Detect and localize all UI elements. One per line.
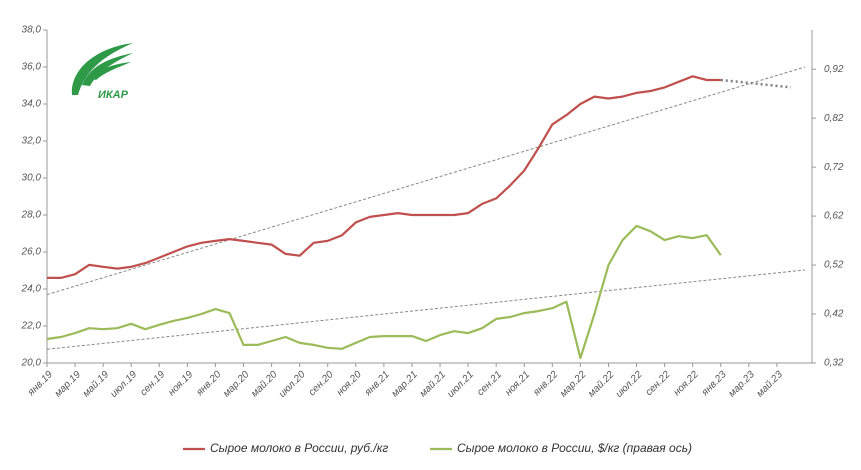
y-tick-label: 38,0 (22, 25, 42, 36)
x-tick-label: мар.19 (53, 369, 84, 400)
x-tick-label: мар.20 (221, 369, 252, 400)
x-tick-label: июл.20 (277, 369, 308, 400)
x-tick-label: май.22 (586, 369, 617, 400)
x-tick-label: июл.22 (614, 369, 645, 400)
x-tick-label: ноя.21 (503, 369, 532, 398)
x-tick-label: мар.22 (558, 369, 589, 400)
x-tick-label: май.19 (81, 369, 112, 400)
series-line (46, 224, 722, 360)
y-tick-label: 26,0 (21, 247, 42, 258)
x-tick-label: май.21 (418, 369, 448, 399)
x-tick-label: мар.21 (390, 369, 420, 399)
y-tick-label: 28,0 (21, 210, 42, 221)
x-tick-label: сен.21 (475, 369, 504, 398)
logo-text: ИКАР (98, 89, 129, 101)
x-tick-label: ноя.20 (335, 369, 364, 398)
y-tick-label: 34,0 (22, 99, 42, 110)
logo: ИКАР (71, 43, 133, 101)
y-tick-label: 20,0 (21, 358, 42, 369)
logo-leaf (71, 43, 133, 95)
x-tick-label: сен.20 (307, 369, 336, 398)
trend-line (46, 269, 806, 350)
y2-tick-label: 0,82 (824, 113, 844, 124)
y2-tick-label: 0,52 (824, 260, 844, 271)
y-tick-label: 24,0 (21, 284, 42, 295)
x-tick-label: ноя.22 (672, 369, 701, 398)
x-tick-label: янв.21 (362, 369, 392, 399)
x-tick-label: сен.19 (138, 369, 167, 398)
x-tick-label: июл.21 (445, 369, 476, 400)
legend-label: Сырое молоко в России, руб./кг (210, 441, 388, 455)
legend-label: Сырое молоко в России, $/кг (правая ось) (457, 441, 692, 455)
y2-tick-label: 0,72 (824, 162, 844, 173)
y2-tick-label: 0,62 (824, 211, 844, 222)
y2-tick-label: 0,92 (824, 64, 844, 75)
x-tick-label: май.20 (249, 369, 280, 400)
y-tick-label: 32,0 (22, 136, 42, 147)
y2-tick-label: 0,32 (824, 358, 844, 369)
y2-tick-label: 0,42 (824, 309, 844, 320)
y-tick-label: 36,0 (22, 62, 42, 73)
x-tick-label: янв.22 (531, 369, 561, 399)
x-tick-label: янв.23 (699, 369, 729, 399)
x-tick-label: янв.20 (194, 369, 224, 399)
y-tick-label: 22,0 (21, 321, 42, 332)
y-tick-label: 30,0 (22, 173, 42, 184)
x-tick-label: ноя.19 (166, 369, 195, 398)
x-tick-label: янв.19 (25, 369, 55, 399)
forecast-line (720, 78, 792, 89)
series-line (47, 75, 721, 279)
x-tick-label: май.23 (755, 369, 786, 400)
logo-leaf (90, 62, 131, 80)
x-tick-label: сен.22 (644, 369, 673, 398)
x-tick-label: июл.19 (109, 369, 140, 400)
x-tick-label: мар.23 (726, 369, 757, 400)
trend-line (46, 66, 806, 296)
